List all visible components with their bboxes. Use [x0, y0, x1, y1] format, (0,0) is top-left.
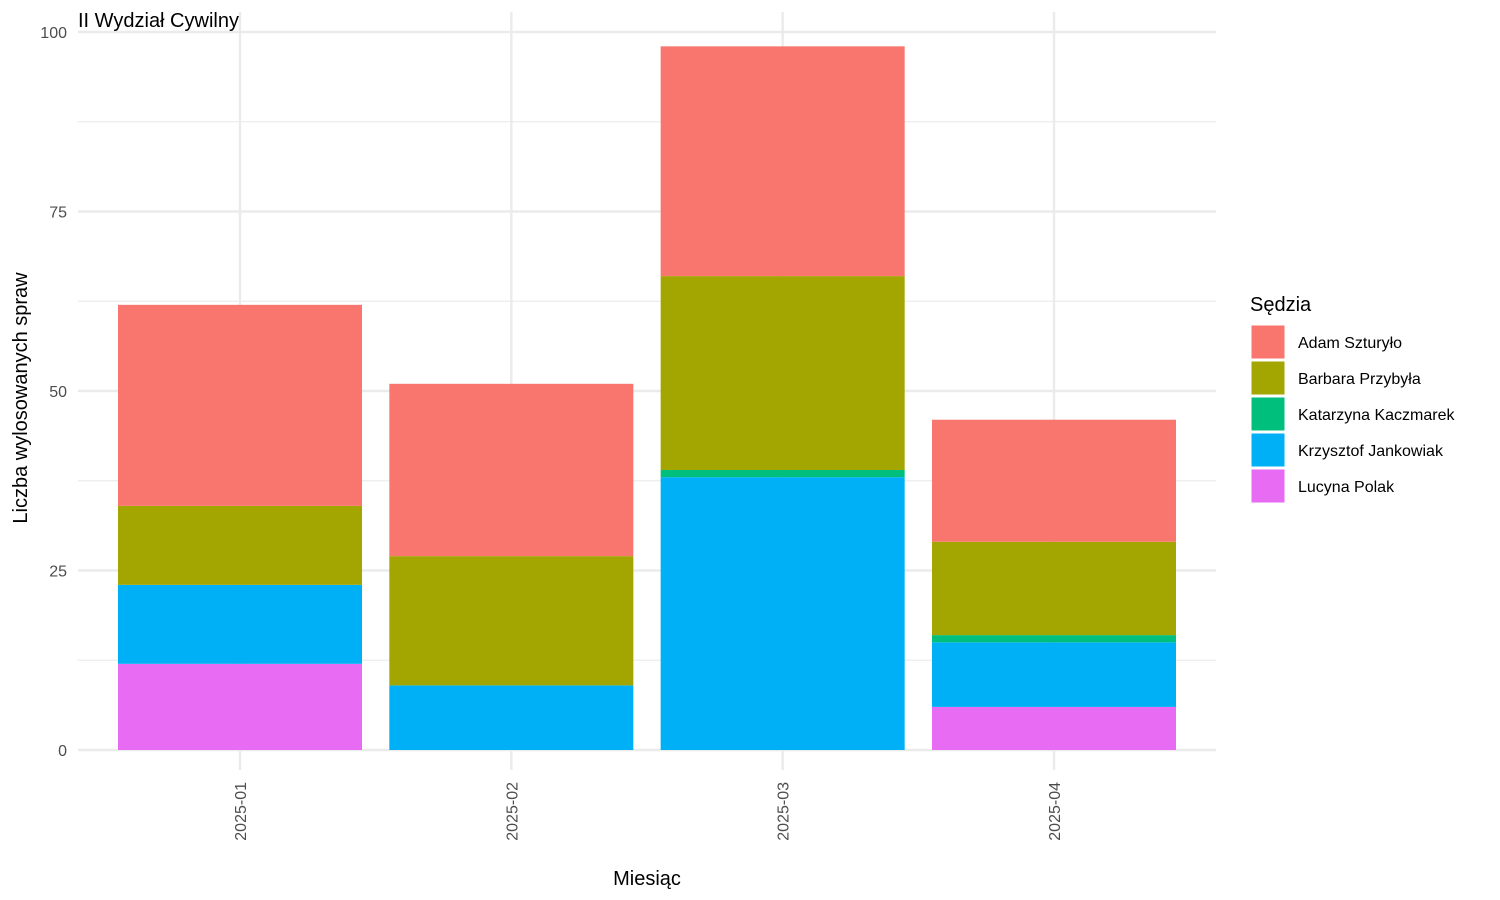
- y-axis-ticks: 0 25 50 75 100: [40, 25, 67, 760]
- x-tick-label: 2025-03: [776, 782, 793, 841]
- legend-swatch: [1250, 396, 1286, 432]
- y-tick-label: 25: [49, 564, 67, 581]
- x-axis-title: Miesiąc: [613, 868, 681, 890]
- bar-segment: [931, 706, 1176, 750]
- x-tick-label: 2025-04: [1047, 782, 1064, 841]
- chart-title: II Wydział Cywilny: [78, 10, 239, 32]
- bar-segment: [389, 685, 634, 750]
- bar-segment: [118, 663, 362, 750]
- legend-title: Sędzia: [1250, 294, 1312, 316]
- legend-swatch: [1250, 432, 1286, 468]
- legend: Sędzia Adam Szturyło Barbara Przybyła Kata…: [1250, 294, 1456, 504]
- x-tick-label: 2025-02: [504, 782, 521, 841]
- legend-label: Krzysztof Jankowiak: [1298, 443, 1444, 460]
- bar-segment: [660, 276, 905, 470]
- y-tick-label: 0: [58, 743, 67, 760]
- legend-label: Barbara Przybyła: [1298, 371, 1421, 388]
- y-tick-label: 75: [49, 205, 67, 222]
- bar-segment: [660, 46, 905, 277]
- x-tick-label: 2025-01: [233, 782, 250, 841]
- bar-segment: [931, 541, 1176, 636]
- bar-segment: [118, 505, 362, 585]
- x-axis-ticks: 2025-01 2025-02 2025-03 2025-04: [233, 782, 1064, 841]
- y-axis-title: Liczba wylosowanych spraw: [10, 272, 32, 524]
- y-tick-label: 100: [40, 25, 67, 42]
- bar-segment: [660, 477, 905, 750]
- bar-segment: [660, 469, 905, 478]
- bar-segment: [931, 419, 1176, 542]
- legend-swatch: [1250, 360, 1286, 396]
- bar-segment: [931, 642, 1176, 707]
- legend-swatch: [1250, 468, 1286, 504]
- legend-swatch: [1250, 324, 1286, 360]
- bars: [118, 46, 1176, 750]
- bar-segment: [389, 383, 634, 557]
- legend-label: Katarzyna Kaczmarek: [1298, 407, 1456, 424]
- bar-segment: [118, 584, 362, 664]
- y-tick-label: 50: [49, 384, 67, 401]
- bar-segment: [931, 635, 1176, 643]
- bar-segment: [118, 304, 362, 506]
- legend-label: Lucyna Polak: [1298, 479, 1395, 496]
- legend-label: Adam Szturyło: [1298, 335, 1402, 352]
- bar-segment: [389, 556, 634, 686]
